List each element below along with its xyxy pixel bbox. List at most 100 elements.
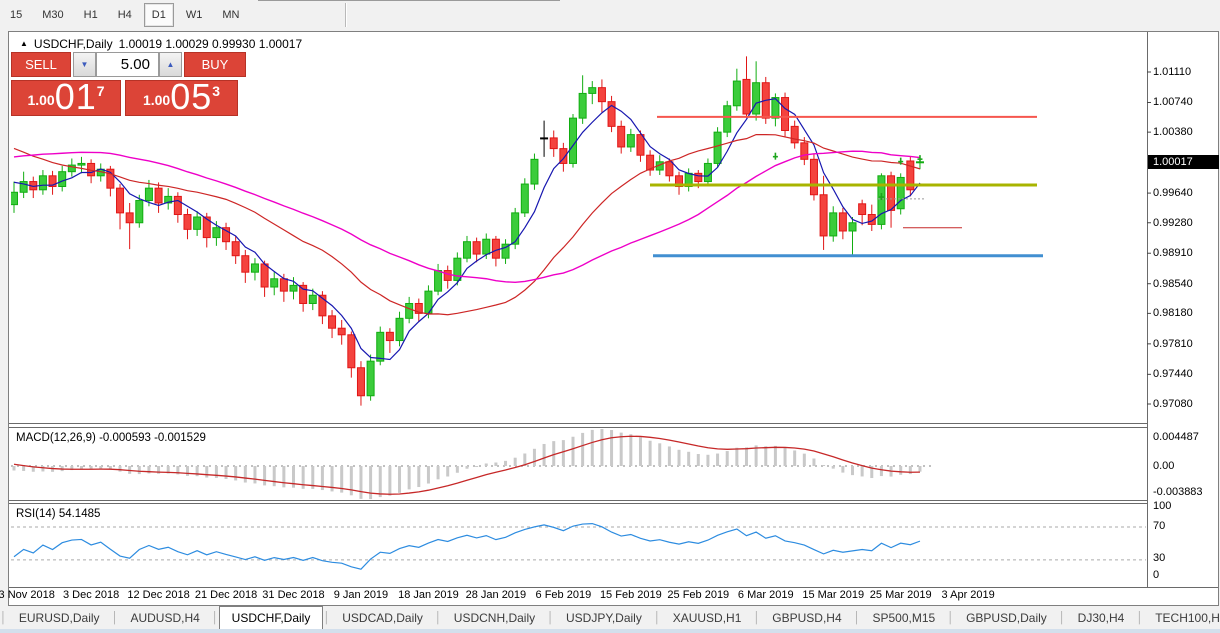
rsi-tick: 0 <box>1153 569 1160 581</box>
macd-histogram-bar <box>532 448 536 466</box>
panel-splitter[interactable] <box>9 423 1147 424</box>
volume-down-button[interactable]: ▼ <box>73 52 96 77</box>
timeframe-button-h4[interactable]: H4 <box>117 9 132 21</box>
macd-histogram-bar <box>398 466 402 493</box>
timeframe-button-m30[interactable]: M30 <box>42 9 64 21</box>
macd-histogram-bar <box>571 436 575 466</box>
chart-tab-eurusd[interactable]: EURUSD,Daily <box>18 611 100 625</box>
macd-histogram-bar <box>610 430 614 466</box>
macd-histogram-bar <box>841 466 845 473</box>
chart-title: ▲ USDCHF,Daily 1.00019 1.00029 0.99930 1… <box>20 37 302 51</box>
collapse-arrow-icon[interactable]: ▲ <box>20 38 28 48</box>
volume-input[interactable] <box>96 52 159 77</box>
price-tick: 1.00740 <box>1153 96 1193 109</box>
chart-tab-gbpusd[interactable]: GBPUSD,Daily <box>966 611 1047 625</box>
chart-ohlc-values: 1.00019 1.00029 0.99930 1.00017 <box>118 37 303 51</box>
macd-histogram-bar <box>195 466 199 477</box>
chart-tab-gbpusd[interactable]: GBPUSD,H4 <box>772 611 842 625</box>
chart-tab-usdchf[interactable]: USDCHF,Daily <box>218 606 324 629</box>
macd-histogram-bar <box>70 466 74 471</box>
volume-up-button[interactable]: ▲ <box>159 52 182 77</box>
macd-histogram-bar <box>253 466 257 484</box>
macd-histogram-bar <box>899 466 903 475</box>
timeframe-button-d1[interactable]: D1 <box>143 3 174 27</box>
bid-price-big-digits: 01 <box>54 76 97 117</box>
chart-tab-usdjpy[interactable]: USDJPY,Daily <box>566 611 642 625</box>
macd-histogram-bar <box>349 466 353 496</box>
macd-histogram-bar <box>812 458 816 466</box>
macd-histogram-bar <box>860 466 864 477</box>
macd-histogram-bar <box>147 466 151 474</box>
price-panel[interactable] <box>11 56 1044 406</box>
macd-histogram-bar <box>908 466 912 475</box>
macd-histogram-bar <box>764 446 768 466</box>
macd-histogram-bar <box>831 466 835 469</box>
macd-histogram-bar <box>879 466 883 477</box>
time-axis-border <box>9 587 1218 588</box>
macd-histogram-bar <box>648 440 652 466</box>
date-tick: 25 Feb 2019 <box>667 589 730 601</box>
tab-divider: │ <box>947 611 955 624</box>
tab-divider: │ <box>1058 611 1066 624</box>
tab-divider: │ <box>211 611 219 624</box>
rsi-tick: 100 <box>1153 500 1172 512</box>
macd-histogram-bar <box>552 441 556 466</box>
macd-tick: -0.003883 <box>1153 486 1203 498</box>
chart-tab-usdcad[interactable]: USDCAD,Daily <box>342 611 423 625</box>
macd-histogram-bar <box>744 447 748 466</box>
price-tick: 0.99280 <box>1153 216 1193 229</box>
panel-splitter[interactable] <box>9 503 1147 504</box>
price-tick: 0.98910 <box>1153 247 1193 260</box>
timeframe-button-w1[interactable]: W1 <box>185 9 203 21</box>
ma-slow-line <box>13 150 921 283</box>
tab-divider: │ <box>323 611 331 624</box>
chart-tab-xauusd[interactable]: XAUUSD,H1 <box>672 611 742 625</box>
rsi-tick: 30 <box>1153 552 1166 564</box>
chart-tab-tech100[interactable]: TECH100,H1 <box>1155 611 1220 625</box>
ask-price-prefix: 1.00 <box>142 92 171 108</box>
macd-histogram-bar <box>667 446 671 466</box>
macd-histogram-bar <box>484 463 488 466</box>
chart-tab-usdcnh[interactable]: USDCNH,Daily <box>453 611 536 625</box>
macd-panel[interactable] <box>11 429 935 500</box>
timeframe-button-mn[interactable]: MN <box>222 9 240 21</box>
toolbar-separator <box>345 3 348 27</box>
macd-histogram-bar <box>272 466 276 487</box>
price-tick: 0.98180 <box>1153 307 1193 320</box>
macd-histogram-bar <box>590 429 594 466</box>
macd-histogram-bar <box>725 451 729 466</box>
chart-tab-audusd[interactable]: AUDUSD,H4 <box>130 611 200 625</box>
macd-histogram-bar <box>494 462 498 466</box>
buy-button[interactable]: BUY <box>184 52 246 77</box>
rsi-panel[interactable] <box>11 523 1146 570</box>
timeframe-button-h1[interactable]: H1 <box>83 9 98 21</box>
macd-histogram-bar <box>263 466 267 486</box>
chart-tab-sp500[interactable]: SP500,M15 <box>872 611 936 625</box>
bid-price-panel[interactable]: 1.00 01 7 <box>11 76 121 117</box>
price-tick: 1.01110 <box>1153 66 1192 78</box>
macd-histogram-bar <box>31 466 35 472</box>
macd-histogram-bar <box>716 453 720 466</box>
sell-button[interactable]: SELL <box>11 52 71 77</box>
panel-splitter[interactable] <box>9 500 1147 501</box>
macd-histogram-bar <box>89 466 93 470</box>
macd-histogram-bar <box>561 440 565 466</box>
chart-tab-dj30[interactable]: DJ30,H4 <box>1077 611 1125 625</box>
macd-histogram-bar <box>301 466 305 489</box>
ask-price-panel[interactable]: 1.00 05 3 <box>125 79 238 116</box>
macd-histogram-bar <box>12 466 16 471</box>
macd-histogram-bar <box>504 460 508 466</box>
macd-histogram-bar <box>185 466 189 476</box>
tab-divider: │ <box>853 611 861 624</box>
rsi-indicator-label: RSI(14) 54.1485 <box>16 508 101 520</box>
panel-splitter[interactable] <box>9 427 1147 428</box>
date-tick: 6 Feb 2019 <box>535 589 592 601</box>
date-tick: 3 Dec 2018 <box>62 589 120 601</box>
ma-medium-line <box>13 134 921 316</box>
timeframe-button-15[interactable]: 15 <box>10 9 23 21</box>
macd-histogram-bar <box>638 437 642 466</box>
timeframe-toolbar: 15 M30 H1 H4 D1 W1 MN <box>0 0 1220 30</box>
date-tick: 23 Nov 2018 <box>0 589 55 601</box>
